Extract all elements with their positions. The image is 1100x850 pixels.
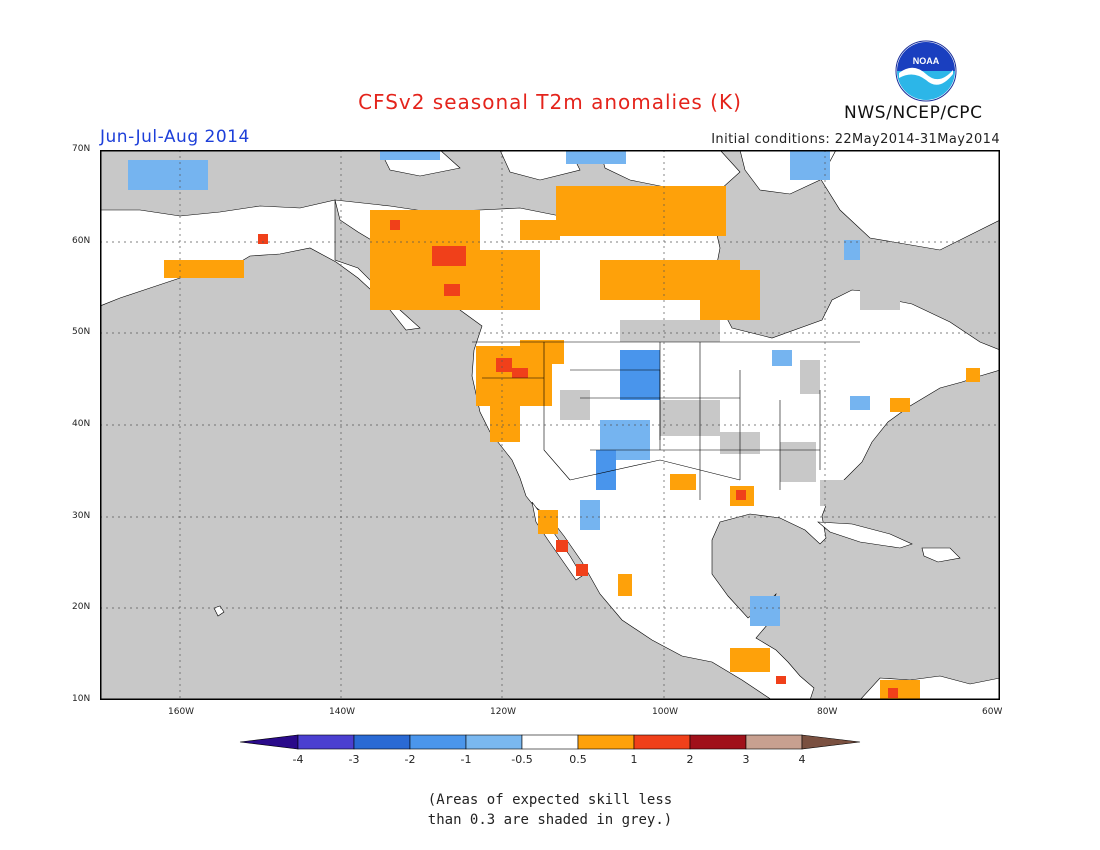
lon-tick-100w: 100W <box>652 707 679 717</box>
hispaniola <box>921 547 961 563</box>
colorbar-segment <box>577 734 635 750</box>
cuba <box>817 521 913 549</box>
colorbar-segment <box>353 734 411 750</box>
colorbar-label: 3 <box>743 753 750 766</box>
greenland <box>819 150 1000 251</box>
lat-tick-20n: 20N <box>72 602 91 612</box>
lat-tick-50n: 50N <box>72 327 91 337</box>
colorbar-arrow-right <box>801 734 861 750</box>
colorbar-label: -3 <box>349 753 360 766</box>
colorbar-segment <box>465 734 523 750</box>
colorbar-segment <box>689 734 747 750</box>
colorbar-label: -1 <box>461 753 472 766</box>
strong-warm-anomaly-cells <box>258 220 898 698</box>
lon-tick-80w: 80W <box>817 707 838 717</box>
lat-tick-40n: 40N <box>72 419 91 429</box>
colorbar-label: -2 <box>405 753 416 766</box>
map-title: CFSv2 seasonal T2m anomalies (K) <box>358 90 742 114</box>
lat-tick-10n: 10N <box>72 694 91 704</box>
logo-text: NOAA <box>913 56 940 66</box>
arctic-island <box>499 150 581 181</box>
colorbar-segment <box>633 734 691 750</box>
colorbar-label: -4 <box>293 753 304 766</box>
skill-note-line-1: (Areas of expected skill less <box>427 792 673 808</box>
noaa-logo-icon: NOAA <box>895 40 957 102</box>
warm-anomaly-cells <box>164 186 980 700</box>
lon-tick-60w: 60W <box>982 707 1003 717</box>
lon-tick-140w: 140W <box>329 707 356 717</box>
lon-tick-160w: 160W <box>168 707 195 717</box>
initial-conditions: Initial conditions: 22May2014-31May2014 <box>711 132 1000 147</box>
colorbar-label: -0.5 <box>511 753 532 766</box>
colorbar-segment <box>297 734 355 750</box>
colorbar-label: 0.5 <box>569 753 587 766</box>
hawaii <box>213 605 225 617</box>
colorbar-segment <box>409 734 467 750</box>
map-frame <box>100 150 1000 700</box>
colorbar-segment <box>745 734 803 750</box>
agency-label: NWS/NCEP/CPC <box>844 103 983 123</box>
skill-note-line-2: than 0.3 are shaded in grey.) <box>427 812 673 828</box>
colorbar-segment <box>521 734 579 750</box>
moderate-cool-anomaly-cells <box>596 350 660 490</box>
lat-tick-70n: 70N <box>72 144 91 154</box>
graticule <box>100 150 1000 700</box>
color-legend: -4 -3 -2 -1 -0.5 0.5 1 2 3 4 <box>239 734 861 766</box>
lat-tick-30n: 30N <box>72 511 91 521</box>
colorbar-label: 4 <box>799 753 806 766</box>
colorbar-label: 1 <box>631 753 638 766</box>
lon-tick-120w: 120W <box>490 707 517 717</box>
anomaly-map <box>100 150 1000 700</box>
colorbar-label: 2 <box>687 753 694 766</box>
state-borders <box>472 341 860 500</box>
lat-tick-60n: 60N <box>72 236 91 246</box>
forecast-period: Jun-Jul-Aug 2014 <box>100 127 250 147</box>
colorbar-arrow-left <box>239 734 299 750</box>
